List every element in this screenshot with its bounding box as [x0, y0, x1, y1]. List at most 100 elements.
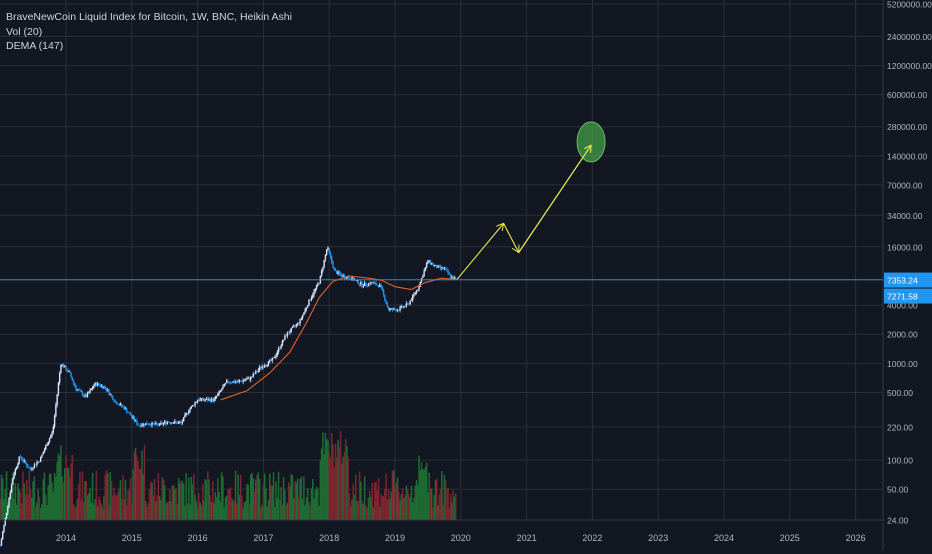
candle-body [106, 388, 107, 390]
candle-body [27, 466, 28, 468]
candle-body [407, 303, 408, 304]
candle-body [20, 457, 21, 458]
candle-body [245, 380, 246, 381]
dema-indicator-label[interactable]: DEMA (147) [6, 39, 292, 54]
candle-body [135, 420, 136, 421]
candle-body [182, 421, 183, 423]
candle-body [307, 306, 308, 308]
candle-body [180, 422, 181, 423]
volume-indicator-label[interactable]: Vol (20) [6, 25, 292, 40]
candle-body [144, 424, 145, 425]
projection-arrow[interactable] [504, 223, 519, 252]
candle-body [117, 404, 118, 405]
x-tick-label: 2023 [648, 533, 668, 543]
candle-body [159, 423, 160, 425]
candle-body [103, 387, 104, 389]
candle-body [77, 390, 78, 391]
candle-body [218, 391, 219, 393]
candle-body [80, 391, 81, 392]
candle-body [87, 393, 88, 397]
candle-body [98, 383, 99, 385]
candle-body [107, 390, 108, 391]
candle-body [235, 382, 236, 383]
candle-body [22, 459, 23, 461]
candle-body [411, 300, 412, 301]
candle-body [8, 498, 9, 506]
candle-body [148, 424, 149, 425]
candle-body [415, 293, 416, 294]
candle-body [31, 469, 32, 470]
candle-body [203, 400, 204, 401]
y-tick-label: 500.00 [887, 388, 913, 398]
candle-body [196, 402, 197, 403]
candle-body [412, 295, 413, 300]
candle-body [179, 422, 180, 423]
candle-body [393, 309, 394, 310]
candle-body [368, 283, 369, 285]
candle-body [227, 381, 228, 383]
candle-body [170, 423, 171, 424]
candle-body [43, 452, 44, 454]
candle-body [440, 266, 441, 268]
grid-layer [0, 0, 883, 520]
candle-body [151, 422, 152, 425]
candle-body [96, 383, 97, 385]
candle-body [3, 525, 4, 532]
candle-body [124, 406, 125, 409]
candle-body [36, 463, 37, 465]
candle-body [336, 271, 337, 274]
candle-body [189, 409, 190, 412]
candle-body [58, 383, 59, 395]
candle-body [131, 416, 132, 418]
candle-body [207, 399, 208, 401]
candle-body [202, 398, 203, 400]
candle-body [444, 268, 445, 269]
candle-body [345, 278, 346, 279]
candle-body [380, 285, 381, 287]
target-circle[interactable] [577, 122, 605, 162]
candle-body [260, 367, 261, 368]
candle-body [221, 389, 222, 390]
candle-body [156, 423, 157, 424]
candle-body [199, 399, 200, 400]
candle-body [39, 462, 40, 463]
candle-body [230, 382, 231, 383]
candle-body [451, 277, 452, 278]
candle-body [153, 422, 154, 423]
candle-body [312, 295, 313, 297]
candle-body [365, 283, 366, 285]
candle-body [434, 265, 435, 266]
candle-body [316, 285, 317, 288]
candle-body [225, 383, 226, 384]
projection-arrow[interactable] [457, 223, 504, 279]
candle-body [337, 272, 338, 274]
candle-body [72, 377, 73, 381]
chart-title[interactable]: BraveNewCoin Liquid Index for Bitcoin, 1… [6, 10, 292, 25]
candle-body [374, 283, 375, 284]
candle-body [310, 300, 311, 301]
candle-body [11, 484, 12, 492]
candle-body [50, 435, 51, 438]
candle-body [37, 462, 38, 463]
x-tick-label: 2017 [253, 533, 273, 543]
candle-body [363, 286, 364, 287]
candle-body [120, 404, 121, 405]
candle-body [372, 282, 373, 283]
candle-body [322, 267, 323, 270]
candle-body [168, 422, 169, 423]
candle-body [49, 438, 50, 442]
candle-body [40, 457, 41, 462]
candle-body [173, 423, 174, 424]
candle-body [330, 253, 331, 257]
candle-body [289, 332, 290, 333]
candle-body [174, 421, 175, 423]
candle-body [332, 262, 333, 267]
candle-body [127, 412, 128, 413]
candle-body [364, 283, 365, 286]
candle-body [366, 285, 367, 286]
candle-body [48, 442, 49, 445]
candle-body [211, 399, 212, 402]
